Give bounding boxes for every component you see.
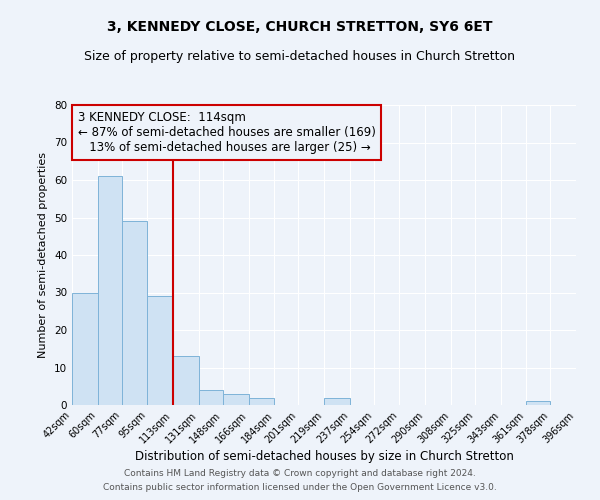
Text: Contains HM Land Registry data © Crown copyright and database right 2024.: Contains HM Land Registry data © Crown c… (124, 468, 476, 477)
Text: Size of property relative to semi-detached houses in Church Stretton: Size of property relative to semi-detach… (85, 50, 515, 63)
Bar (72, 292, 98, 405)
Bar (173, 356, 199, 405)
Text: 3 KENNEDY CLOSE:  114sqm
← 87% of semi-detached houses are smaller (169)
   13% : 3 KENNEDY CLOSE: 114sqm ← 87% of semi-de… (77, 110, 376, 154)
Bar (248, 398, 274, 405)
Text: 3, KENNEDY CLOSE, CHURCH STRETTON, SY6 6ET: 3, KENNEDY CLOSE, CHURCH STRETTON, SY6 6… (107, 20, 493, 34)
Bar (148, 296, 173, 405)
Bar (324, 398, 350, 405)
X-axis label: Distribution of semi-detached houses by size in Church Stretton: Distribution of semi-detached houses by … (134, 450, 514, 464)
Bar (199, 390, 223, 405)
Bar (98, 176, 122, 405)
Y-axis label: Number of semi-detached properties: Number of semi-detached properties (38, 152, 49, 358)
Bar (122, 221, 148, 405)
Bar (526, 401, 550, 405)
Text: Contains public sector information licensed under the Open Government Licence v3: Contains public sector information licen… (103, 484, 497, 492)
Bar (223, 394, 248, 405)
